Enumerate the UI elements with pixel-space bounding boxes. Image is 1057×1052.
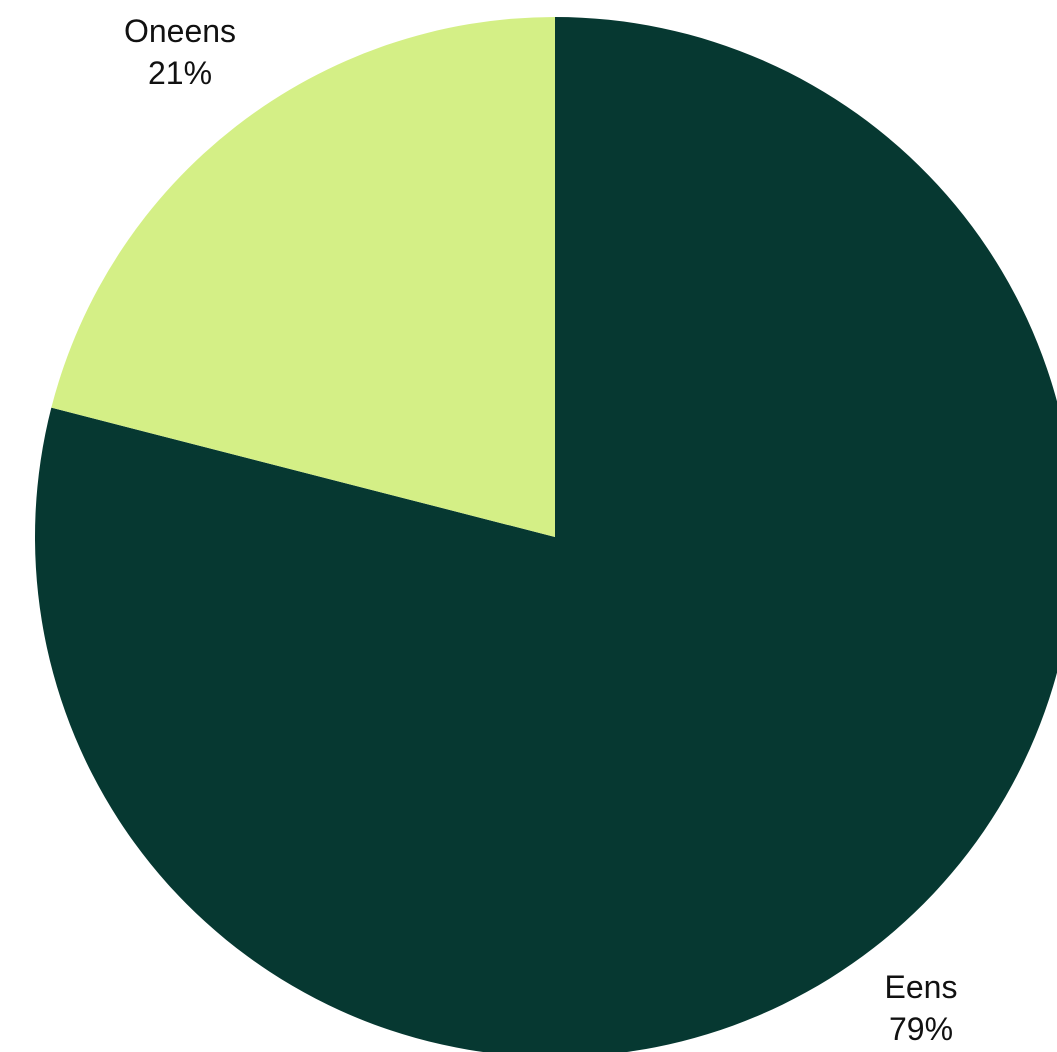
pie-slice-oneens bbox=[51, 17, 555, 537]
slice-label-eens: Eens bbox=[885, 969, 958, 1005]
slice-labels: Eens 79% Oneens 21% bbox=[124, 13, 958, 1047]
pie-slice-eens bbox=[35, 17, 1057, 1052]
pie-slices bbox=[35, 17, 1057, 1052]
slice-value-eens: 79% bbox=[889, 1011, 953, 1047]
slice-label-oneens: Oneens bbox=[124, 13, 236, 49]
slice-value-oneens: 21% bbox=[148, 55, 212, 91]
